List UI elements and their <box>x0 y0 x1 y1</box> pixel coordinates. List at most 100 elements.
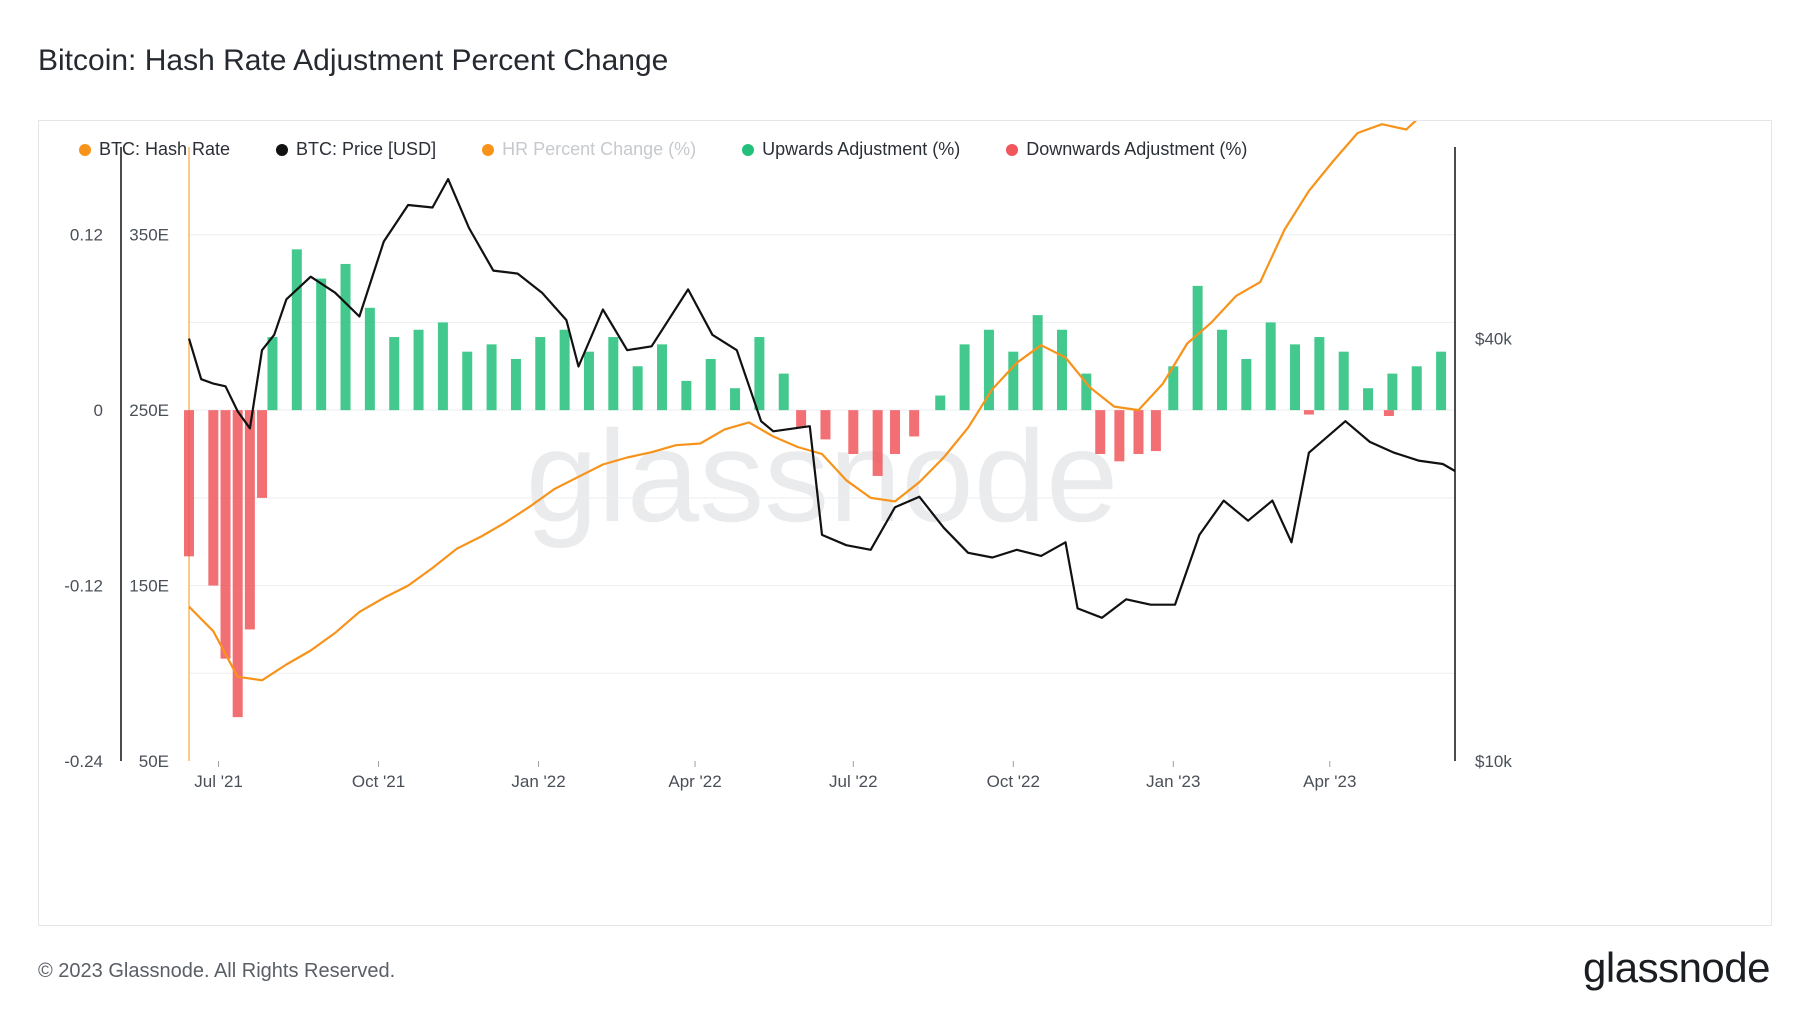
downwards-bar <box>1114 410 1125 462</box>
legend-dot-icon <box>1006 143 1019 156</box>
legend-dot-icon <box>482 143 495 156</box>
upwards-bar <box>1411 366 1422 411</box>
upwards-bar <box>1387 373 1398 411</box>
downwards-bar <box>1383 410 1394 416</box>
upwards-bar <box>730 388 741 411</box>
upwards-bar <box>608 337 619 411</box>
price-line <box>187 177 1456 619</box>
upwards-bar <box>1241 358 1252 411</box>
legend-dot-icon <box>79 143 91 156</box>
upwards-bar <box>754 337 765 411</box>
x-tick-label: Apr '22 <box>668 772 721 791</box>
chart-title: Bitcoin: Hash Rate Adjustment Percent Ch… <box>38 44 669 77</box>
downwards-bar <box>208 410 219 586</box>
downwards-bar <box>244 410 255 630</box>
y-tick-label-price: $10k <box>1475 752 1512 771</box>
legend-item-hash-rate[interactable]: BTC: Hash Rate <box>79 139 230 160</box>
legend-item-upwards-adjustment[interactable]: Upwards Adjustment (%) <box>742 139 960 160</box>
downwards-bar <box>184 410 194 557</box>
upwards-bar <box>705 358 716 411</box>
downwards-bar <box>1133 410 1144 454</box>
y-tick-label-pct: 0.12 <box>70 226 103 245</box>
y-tick-label-hashrate: 50E <box>139 752 169 771</box>
legend-item-downwards-adjustment[interactable]: Downwards Adjustment (%) <box>1006 139 1247 160</box>
upwards-bar <box>267 337 278 411</box>
y-tick-label-hashrate: 150E <box>129 577 169 596</box>
upwards-bar <box>535 337 546 411</box>
x-tick-label: Jul '22 <box>829 772 878 791</box>
upwards-bar <box>1081 373 1092 411</box>
y-tick-label-hashrate: 350E <box>129 226 169 245</box>
upwards-bar <box>291 249 302 411</box>
upwards-bar <box>583 351 594 411</box>
legend-label: Upwards Adjustment (%) <box>762 139 961 159</box>
legend-dot-icon <box>742 143 755 156</box>
upwards-bar <box>364 307 375 411</box>
chart-panel: BTC: Hash Rate BTC: Price [USD] HR Perce… <box>38 120 1772 926</box>
downwards-bar <box>220 410 231 659</box>
upwards-bar <box>340 263 351 411</box>
upwards-bar <box>935 395 946 411</box>
upwards-bar <box>1290 344 1301 411</box>
copyright-footer: © 2023 Glassnode. All Rights Reserved. <box>38 960 396 982</box>
downwards-bar <box>820 410 831 440</box>
upwards-bar <box>316 278 327 411</box>
legend-label: BTC: Price [USD] <box>296 139 437 159</box>
downwards-bar <box>909 410 920 437</box>
y-tick-label-hashrate: 250E <box>129 401 169 420</box>
hash-rate-line <box>188 121 1418 682</box>
downwards-bar <box>890 410 901 454</box>
upwards-bar <box>632 366 643 411</box>
upwards-bar <box>389 337 400 411</box>
upwards-bar <box>1436 351 1447 411</box>
upwards-bar <box>778 373 789 411</box>
upwards-bar <box>681 380 692 411</box>
upwards-bar <box>559 329 570 411</box>
x-tick-label: Oct '21 <box>352 772 405 791</box>
upwards-bar <box>1314 337 1325 411</box>
glassnode-logo: glassnode <box>1583 944 1770 991</box>
downwards-bar <box>1303 410 1314 415</box>
legend-item-hr-percent-change[interactable]: HR Percent Change (%) <box>482 139 696 160</box>
legend-dot-icon <box>276 143 289 156</box>
legend-item-price[interactable]: BTC: Price [USD] <box>276 139 436 160</box>
upwards-bar <box>983 329 994 411</box>
upwards-bar <box>1363 388 1374 411</box>
upwards-bar <box>1338 351 1349 411</box>
upwards-bar <box>510 358 521 411</box>
upwards-bar <box>1032 315 1043 411</box>
downwards-bar <box>848 410 859 454</box>
downwards-bar <box>1150 410 1161 452</box>
downwards-bar <box>796 410 807 428</box>
upwards-bar <box>1008 351 1019 411</box>
upwards-bar <box>1216 329 1227 411</box>
y-tick-label-pct: -0.24 <box>64 752 103 771</box>
legend-label: Downwards Adjustment (%) <box>1026 139 1248 159</box>
upwards-bar <box>1168 366 1179 411</box>
y-tick-label-price: $40k <box>1475 330 1512 349</box>
upwards-bar <box>657 344 668 411</box>
legend: BTC: Hash Rate BTC: Price [USD] HR Perce… <box>79 139 1293 160</box>
downwards-bar <box>232 410 243 718</box>
y-tick-label-pct: -0.12 <box>64 577 103 596</box>
x-tick-label: Oct '22 <box>987 772 1040 791</box>
downwards-bar <box>257 410 268 498</box>
downwards-bar <box>1095 410 1106 454</box>
chart-plot[interactable]: glassnode0.120-0.12-0.24350E250E150E50E$… <box>39 121 1773 927</box>
upwards-bar <box>462 351 473 411</box>
downwards-bar <box>872 410 883 476</box>
upwards-bar <box>1265 322 1276 411</box>
upwards-bar <box>437 322 448 411</box>
x-tick-label: Apr '23 <box>1303 772 1356 791</box>
y-tick-label-pct: 0 <box>94 401 103 420</box>
x-tick-label: Jan '23 <box>1146 772 1200 791</box>
x-tick-label: Jan '22 <box>511 772 565 791</box>
upwards-bar <box>1056 329 1067 411</box>
upwards-bar <box>959 344 970 411</box>
upwards-bar <box>1192 285 1203 411</box>
upwards-bar <box>486 344 497 411</box>
upwards-bar <box>413 329 424 411</box>
legend-label: BTC: Hash Rate <box>99 139 231 159</box>
legend-label: HR Percent Change (%) <box>502 139 697 159</box>
x-tick-label: Jul '21 <box>194 772 243 791</box>
